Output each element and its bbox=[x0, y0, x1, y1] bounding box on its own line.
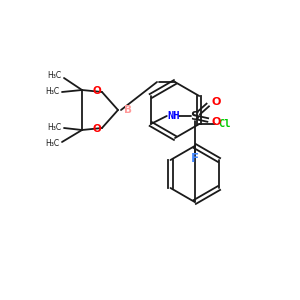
Text: O: O bbox=[92, 124, 101, 134]
Text: H₃C: H₃C bbox=[47, 124, 61, 133]
Text: O: O bbox=[212, 117, 221, 127]
Text: S: S bbox=[190, 110, 199, 122]
Text: F: F bbox=[191, 152, 199, 164]
Text: Cl: Cl bbox=[218, 119, 231, 129]
Text: NH: NH bbox=[168, 111, 180, 121]
Text: O: O bbox=[92, 86, 101, 96]
Text: H₃C: H₃C bbox=[45, 140, 59, 148]
Text: H₃C: H₃C bbox=[47, 71, 61, 80]
Text: B: B bbox=[124, 105, 132, 115]
Text: O: O bbox=[212, 97, 221, 107]
Text: H₃C: H₃C bbox=[45, 88, 59, 97]
